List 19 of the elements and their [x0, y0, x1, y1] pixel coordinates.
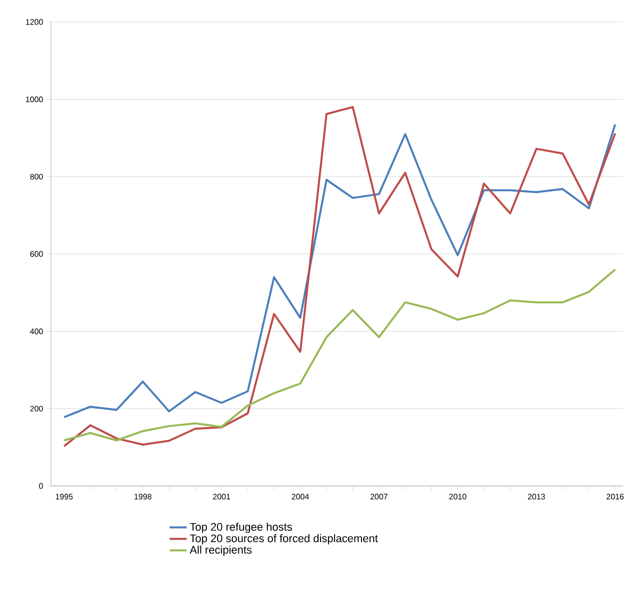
y-tick-label: 1200	[26, 19, 43, 25]
legend-label: Top 20 sources of forced displacement	[190, 534, 378, 544]
legend-label: All recipients	[190, 546, 252, 556]
x-tick-label: 2013	[528, 494, 545, 500]
x-tick-label: 1995	[56, 494, 73, 500]
legend-label: Top 20 refugee hosts	[190, 522, 292, 533]
x-tick-label: 2004	[292, 494, 309, 500]
y-tick-label: 0	[39, 483, 43, 489]
y-tick-label: 400	[30, 328, 43, 334]
x-tick-label: 2001	[213, 494, 230, 500]
x-tick-label: 1998	[134, 494, 152, 500]
y-tick-label: 800	[30, 174, 43, 180]
x-tick-label: 2010	[449, 494, 466, 500]
x-tick-label: 2007	[370, 494, 388, 500]
line-series	[63, 268, 616, 442]
x-tick-label: 2016	[606, 494, 624, 500]
y-tick-label: 200	[30, 406, 43, 412]
y-tick-label: 600	[30, 251, 43, 257]
y-tick-label: 1000	[26, 96, 43, 102]
